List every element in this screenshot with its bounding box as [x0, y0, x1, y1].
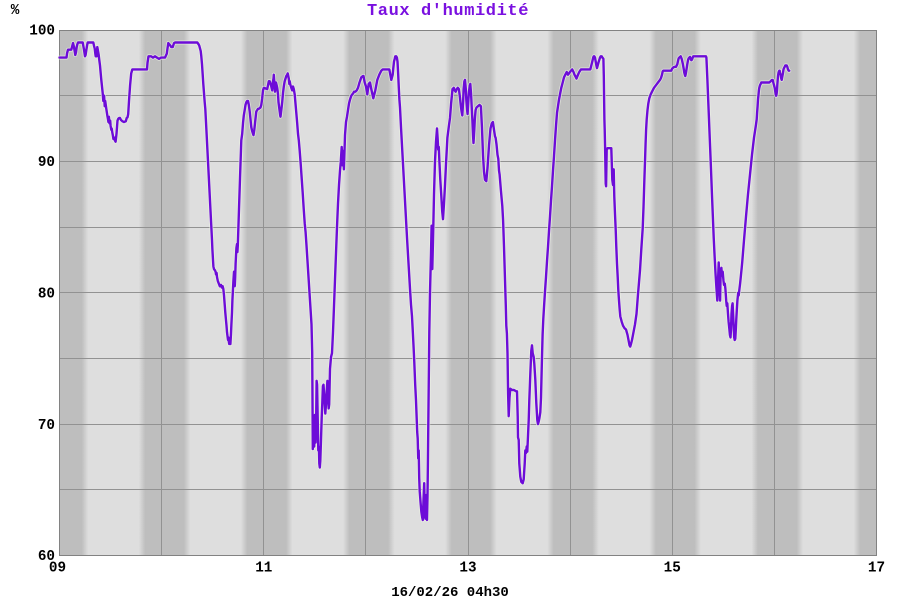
- svg-text:13: 13: [459, 561, 476, 577]
- svg-text:15: 15: [664, 561, 681, 577]
- svg-text:60: 60: [38, 549, 55, 565]
- svg-text:17: 17: [868, 561, 885, 577]
- svg-text:70: 70: [38, 418, 55, 434]
- svg-text:%: %: [11, 3, 20, 19]
- svg-text:90: 90: [38, 155, 55, 171]
- svg-text:Taux d'humidité: Taux d'humidité: [367, 2, 529, 21]
- svg-text:09: 09: [49, 561, 66, 577]
- svg-text:80: 80: [38, 286, 55, 302]
- svg-text:11: 11: [255, 561, 272, 577]
- svg-text:100: 100: [29, 24, 55, 40]
- svg-text:16/02/26 04h30: 16/02/26 04h30: [391, 585, 509, 600]
